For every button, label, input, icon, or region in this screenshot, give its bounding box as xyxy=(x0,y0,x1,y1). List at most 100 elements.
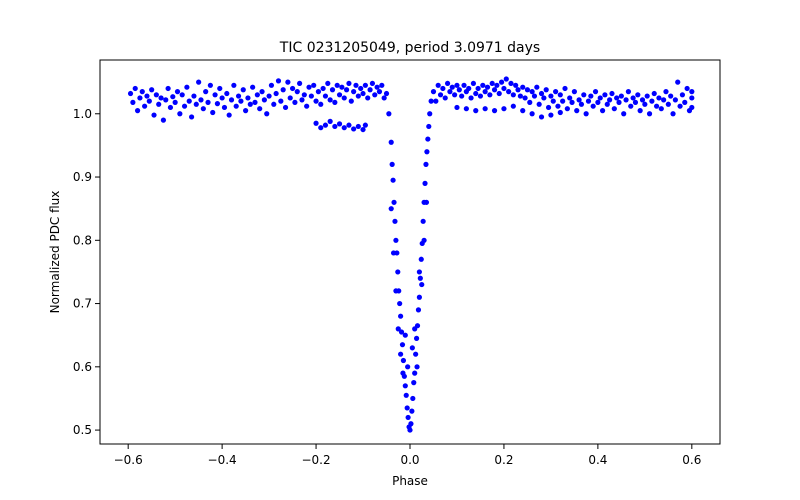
data-point xyxy=(414,364,420,370)
data-point xyxy=(151,112,157,118)
data-point xyxy=(196,79,202,85)
data-point xyxy=(226,112,232,118)
data-point xyxy=(625,89,632,95)
data-point xyxy=(412,326,418,332)
data-point xyxy=(369,80,376,87)
data-point xyxy=(423,161,429,167)
data-point xyxy=(543,87,549,93)
data-point xyxy=(238,98,244,104)
data-point xyxy=(672,97,678,103)
data-point xyxy=(254,92,260,98)
data-point xyxy=(599,108,606,114)
data-point xyxy=(541,95,547,101)
data-point xyxy=(508,80,514,87)
data-point xyxy=(399,342,406,348)
y-tick-label: 0.7 xyxy=(73,297,92,311)
data-point xyxy=(233,103,239,109)
data-point xyxy=(670,111,676,117)
data-point xyxy=(658,106,664,112)
x-tick-label: −0.6 xyxy=(114,453,143,467)
data-point xyxy=(174,89,181,95)
data-point xyxy=(365,95,371,101)
data-point xyxy=(444,80,451,87)
x-axis: −0.6 −0.4 −0.2 0.0 0.2 0.4 0.6 xyxy=(114,444,701,467)
data-point xyxy=(177,111,183,117)
data-point xyxy=(529,89,535,95)
data-point xyxy=(520,84,526,90)
data-point xyxy=(137,95,143,101)
data-point xyxy=(412,370,418,376)
data-point xyxy=(353,82,359,88)
data-point xyxy=(224,90,230,97)
data-point xyxy=(482,106,488,112)
data-point xyxy=(278,98,284,104)
data-point xyxy=(393,288,399,294)
data-point xyxy=(132,85,138,92)
data-point xyxy=(590,103,596,109)
data-point xyxy=(235,93,242,99)
data-point xyxy=(205,99,211,105)
data-point xyxy=(616,99,622,105)
data-point xyxy=(294,89,300,95)
data-point xyxy=(562,85,568,92)
data-point xyxy=(315,89,322,95)
data-point xyxy=(390,250,397,256)
data-point xyxy=(153,92,159,98)
data-point xyxy=(498,79,505,85)
data-point xyxy=(405,414,411,421)
data-point xyxy=(477,93,484,99)
data-point xyxy=(247,101,253,107)
data-point xyxy=(491,87,498,93)
data-point xyxy=(325,80,331,87)
data-point xyxy=(632,99,639,105)
data-point xyxy=(527,99,533,105)
y-axis: 0.5 0.6 0.7 0.8 0.9 1.0 xyxy=(73,107,100,437)
data-point xyxy=(289,85,296,92)
data-point xyxy=(656,95,662,101)
data-point xyxy=(665,101,671,107)
data-point xyxy=(635,92,641,98)
data-point xyxy=(304,103,310,109)
data-point xyxy=(427,111,433,117)
data-point xyxy=(581,92,587,98)
data-point xyxy=(609,90,615,97)
data-point xyxy=(355,123,361,130)
data-point xyxy=(379,82,385,88)
data-point xyxy=(336,92,343,98)
data-point xyxy=(684,85,690,92)
data-point xyxy=(571,89,577,95)
data-point xyxy=(548,93,554,99)
data-point xyxy=(410,395,416,402)
data-point xyxy=(424,149,430,155)
data-point xyxy=(217,85,223,92)
data-point xyxy=(287,95,293,101)
data-point xyxy=(475,85,481,92)
data-point xyxy=(618,93,624,99)
data-point xyxy=(139,89,145,95)
data-point xyxy=(332,99,338,105)
data-point xyxy=(416,294,422,300)
data-point xyxy=(343,87,350,93)
data-point xyxy=(663,89,669,95)
data-point xyxy=(165,85,171,92)
data-point xyxy=(250,84,256,90)
data-point xyxy=(642,101,648,107)
data-point xyxy=(524,87,531,93)
data-point xyxy=(480,82,486,88)
data-point xyxy=(440,85,446,92)
data-point xyxy=(388,206,394,212)
data-point xyxy=(555,103,561,109)
y-tick-label: 0.6 xyxy=(73,360,92,374)
data-point xyxy=(426,123,432,130)
data-point xyxy=(346,80,352,87)
data-point xyxy=(506,89,512,95)
data-point xyxy=(682,99,688,105)
data-point xyxy=(398,329,405,335)
x-axis-label: Phase xyxy=(392,474,428,488)
data-point xyxy=(243,108,249,114)
data-point xyxy=(346,122,352,128)
data-point xyxy=(416,269,422,275)
data-point xyxy=(435,82,441,88)
data-point xyxy=(221,104,228,111)
data-point xyxy=(280,87,286,93)
